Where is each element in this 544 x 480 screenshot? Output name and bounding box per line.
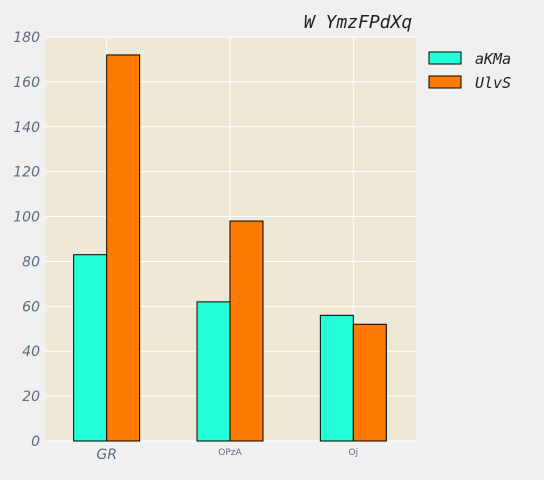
y-tick-label: 120: [13, 165, 40, 181]
bar-aKMa-OPzA: [196, 301, 231, 442]
bar-UlvS-OPzA: [229, 220, 264, 442]
y-tick-label: 20: [22, 389, 40, 405]
y-tick-label: 60: [22, 299, 40, 315]
x-tick-label: GR: [96, 447, 117, 463]
legend-swatch-aKMa: [428, 51, 462, 65]
y-tick-label: 160: [13, 75, 40, 91]
chart-title: W YmzFPdXq: [304, 12, 413, 33]
bar-aKMa-GR: [73, 254, 108, 442]
bars: [73, 54, 387, 442]
y-tick-label: 180: [13, 30, 40, 46]
y-tick-label: 80: [22, 254, 40, 270]
bar-aKMa-Oj: [319, 314, 354, 442]
y-tick-label: 100: [13, 210, 40, 226]
x-tick-label: Oj: [349, 448, 359, 458]
bar-UlvS-GR: [106, 54, 141, 442]
legend-label-UlvS: UlvS: [475, 74, 511, 92]
legend-label-aKMa: aKMa: [475, 50, 511, 68]
y-tick-label: 40: [22, 344, 40, 360]
y-tick-label: 140: [13, 120, 40, 136]
x-axis-ticks: GR OPzA Oj: [96, 447, 358, 463]
y-axis-ticks: 0 20 40 60 80 100 120 140 160 180: [13, 30, 40, 450]
x-tick-label: OPzA: [218, 448, 242, 458]
bar-UlvS-Oj: [352, 323, 387, 442]
legend: aKMa UlvS: [428, 50, 511, 92]
y-tick-label: 0: [31, 434, 40, 450]
legend-swatch-UlvS: [428, 75, 462, 89]
